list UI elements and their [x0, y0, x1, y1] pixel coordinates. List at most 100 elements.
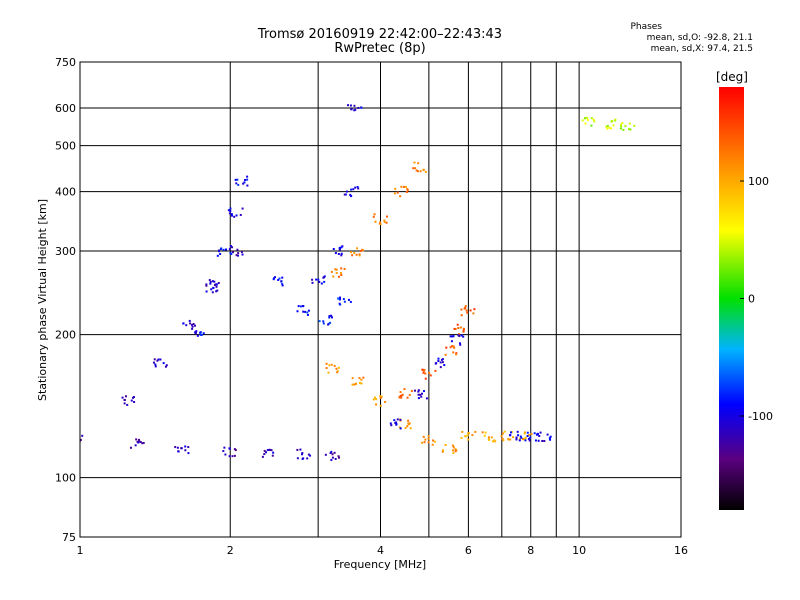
- echo-point: [229, 251, 232, 254]
- echo-point: [228, 447, 231, 450]
- echo-point: [379, 404, 382, 407]
- echo-point: [199, 333, 202, 336]
- echo-point: [474, 430, 477, 433]
- echo-point: [229, 207, 232, 210]
- echo-point: [383, 219, 386, 222]
- echo-point: [462, 335, 465, 338]
- echo-point: [389, 422, 392, 425]
- echo-point: [281, 284, 284, 287]
- echo-point: [399, 394, 402, 397]
- echo-point: [277, 278, 280, 281]
- echo-point: [463, 307, 466, 310]
- echo-point: [165, 364, 168, 367]
- echo-point: [126, 403, 129, 406]
- echo-point: [537, 439, 540, 442]
- echo-point: [524, 439, 527, 442]
- echo-point: [524, 437, 527, 440]
- echo-point: [228, 248, 231, 251]
- echo-point: [500, 435, 503, 438]
- echo-point: [357, 106, 360, 109]
- echo-point: [457, 327, 460, 330]
- echo-point: [192, 323, 195, 326]
- echo-point: [129, 446, 132, 449]
- echo-point: [372, 215, 375, 218]
- echo-point: [309, 454, 312, 457]
- echo-point: [439, 361, 442, 364]
- colorbar: [719, 87, 744, 510]
- echo-point: [507, 438, 510, 441]
- echo-point: [433, 440, 436, 443]
- echo-point: [422, 370, 425, 373]
- echo-point: [190, 323, 193, 326]
- echo-point: [327, 371, 330, 374]
- echo-point: [215, 285, 218, 288]
- echo-point: [393, 419, 396, 422]
- echo-point: [241, 253, 244, 256]
- echo-point: [543, 439, 546, 442]
- echo-point: [491, 440, 494, 443]
- echo-point: [402, 185, 405, 188]
- echo-point: [415, 169, 418, 172]
- echo-point: [154, 363, 157, 366]
- echo-point: [156, 359, 159, 362]
- echo-point: [236, 248, 239, 251]
- echo-point: [271, 454, 274, 457]
- echo-point: [357, 187, 360, 190]
- echo-point: [356, 247, 359, 250]
- echo-point: [135, 438, 138, 441]
- echo-point: [515, 436, 518, 439]
- echo-point: [458, 334, 461, 337]
- echo-point: [584, 117, 587, 120]
- echo-point: [334, 268, 337, 271]
- echo-point: [351, 383, 354, 386]
- echo-point: [233, 454, 236, 457]
- echo-point: [466, 311, 469, 314]
- echo-point: [423, 441, 426, 444]
- echo-point: [187, 452, 190, 455]
- echo-point: [296, 310, 299, 313]
- echo-point: [584, 122, 587, 125]
- echo-point: [379, 395, 382, 398]
- echo-point: [417, 390, 420, 393]
- chart-title: Tromsø 20160919 22:42:00–22:43:43: [257, 27, 503, 42]
- echo-point: [328, 316, 331, 319]
- echo-point: [424, 438, 427, 441]
- echo-point: [422, 435, 425, 438]
- echo-point: [380, 395, 383, 398]
- echo-point: [606, 127, 609, 130]
- echo-point: [358, 254, 361, 257]
- echo-point: [332, 275, 335, 278]
- echo-point: [330, 270, 333, 273]
- echo-point: [523, 431, 526, 434]
- echo-point: [229, 209, 232, 212]
- echo-point: [516, 430, 519, 433]
- echo-point: [421, 441, 424, 444]
- stats-o-line: mean, sd,O: -92.8, 21.1: [646, 33, 753, 43]
- echo-point: [194, 324, 197, 327]
- echo-point: [356, 186, 359, 189]
- x-tick-label: 8: [527, 544, 534, 557]
- echo-point: [509, 438, 512, 441]
- echo-point: [455, 353, 458, 356]
- echo-point: [358, 382, 361, 385]
- echo-point: [297, 305, 300, 308]
- echo-point: [454, 448, 457, 451]
- echo-point: [219, 252, 222, 255]
- echo-point: [153, 358, 156, 361]
- echo-point: [200, 333, 203, 336]
- echo-point: [512, 436, 515, 439]
- echo-point: [212, 287, 215, 290]
- echo-point: [231, 455, 234, 458]
- echo-point: [336, 371, 339, 374]
- echo-point: [353, 251, 356, 254]
- echo-point: [400, 185, 403, 188]
- echo-point: [434, 362, 437, 365]
- echo-point: [132, 396, 135, 399]
- echo-point: [427, 435, 430, 438]
- echo-point: [301, 452, 304, 455]
- echo-point: [263, 453, 266, 456]
- echo-point: [451, 444, 454, 447]
- echo-point: [337, 275, 340, 278]
- echo-point: [205, 284, 208, 287]
- echo-point: [417, 393, 420, 396]
